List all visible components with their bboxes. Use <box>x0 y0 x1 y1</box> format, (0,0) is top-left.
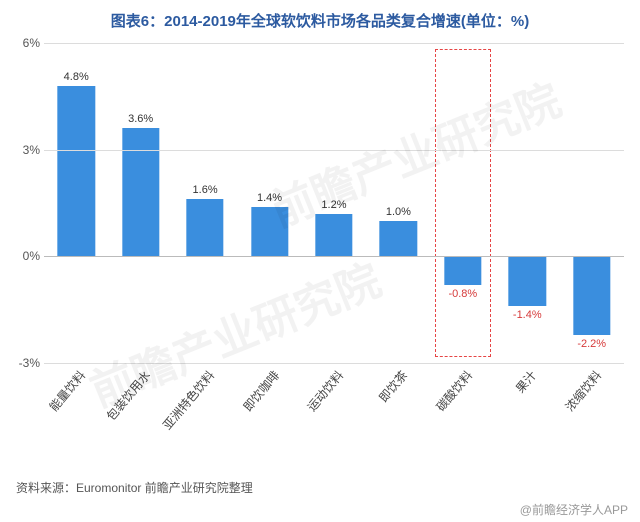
x-tick-label: 即饮茶 <box>375 367 411 406</box>
y-tick-label: 3% <box>10 143 40 157</box>
gridline <box>44 256 624 257</box>
bar-cell: 1.6% <box>173 43 237 363</box>
x-label-cell: 果汁 <box>495 363 559 437</box>
bar-cell: 1.2% <box>302 43 366 363</box>
bar <box>444 256 481 284</box>
y-tick-label: 6% <box>10 36 40 50</box>
bar <box>186 199 223 256</box>
x-label-cell: 浓缩饮料 <box>560 363 624 437</box>
y-tick-label: 0% <box>10 249 40 263</box>
value-label: 4.8% <box>64 71 89 83</box>
x-label-cell: 即饮咖啡 <box>237 363 301 437</box>
bar-cell: 4.8% <box>44 43 108 363</box>
bars-container: 4.8% 3.6% 1.6% 1.4% 1.2% 1.0% -0.8% -1.4% -2.2% <box>44 43 624 363</box>
bar-cell: 3.6% <box>108 43 172 363</box>
bar-cell: 1.4% <box>237 43 301 363</box>
gridline <box>44 150 624 151</box>
x-tick-label: 碳酸饮料 <box>432 367 476 415</box>
x-labels: 能量饮料包装饮用水亚洲特色饮料即饮咖啡运动饮料即饮茶碳酸饮料 果汁浓缩饮料 <box>44 363 624 437</box>
value-label: -0.8% <box>448 288 477 300</box>
bar-cell: -1.4% <box>495 43 559 363</box>
gridline <box>44 43 624 44</box>
bar <box>573 256 610 334</box>
bar-cell: -2.2% <box>560 43 624 363</box>
source-text: 资料来源：Euromonitor 前瞻产业研究院整理 <box>16 479 253 496</box>
bar-cell: 1.0% <box>366 43 430 363</box>
x-tick-label: 浓缩饮料 <box>561 367 605 415</box>
footer-brand: @前瞻经济学人APP <box>520 501 628 518</box>
x-label-cell: 亚洲特色饮料 <box>173 363 237 437</box>
x-tick-label: 即饮咖啡 <box>239 367 283 415</box>
x-tick-label: 果汁 <box>512 367 540 396</box>
x-tick-label: 运动饮料 <box>303 367 347 415</box>
bar <box>509 256 546 306</box>
bar <box>315 214 352 257</box>
value-label: 3.6% <box>128 113 153 125</box>
x-label-cell: 运动饮料 <box>302 363 366 437</box>
value-label: 1.2% <box>321 199 346 211</box>
value-label: 1.4% <box>257 192 282 204</box>
value-label: 1.0% <box>386 206 411 218</box>
value-label: 1.6% <box>193 184 218 196</box>
plot-region: 4.8%3.6%1.6%1.4%1.2%1.0%-0.8%-1.4%-2.2% … <box>44 43 624 363</box>
chart-title: 图表6：2014-2019年全球软饮料市场各品类复合增速(单位：%) <box>0 0 640 37</box>
value-label: -2.2% <box>577 338 606 350</box>
bar <box>58 86 95 257</box>
bar <box>251 207 288 257</box>
chart-area: 4.8%3.6%1.6%1.4%1.2%1.0%-0.8%-1.4%-2.2% … <box>44 37 624 437</box>
bar <box>122 128 159 256</box>
x-tick-label: 包装饮用水 <box>102 367 154 424</box>
x-label-cell: 能量饮料 <box>44 363 108 437</box>
bar <box>380 221 417 257</box>
x-tick-label: 能量饮料 <box>45 367 89 415</box>
value-label: -1.4% <box>513 309 542 321</box>
x-label-cell: 即饮茶 <box>366 363 430 437</box>
bar-cell: -0.8% <box>431 43 495 363</box>
y-tick-label: -3% <box>10 356 40 370</box>
x-label-cell: 碳酸饮料 <box>431 363 495 437</box>
